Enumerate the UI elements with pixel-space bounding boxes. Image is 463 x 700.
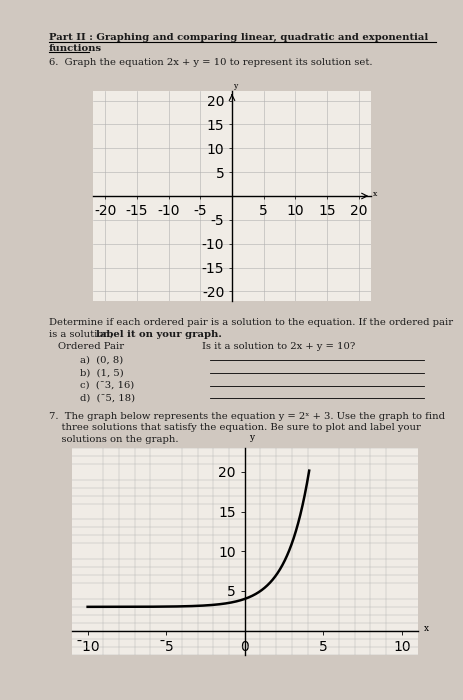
Text: three solutions that satisfy the equation. Be sure to plot and label your: three solutions that satisfy the equatio… [49,424,420,432]
Text: x: x [372,190,376,197]
Text: Is it a solution to 2x + y = 10?: Is it a solution to 2x + y = 10? [201,342,354,351]
Text: functions: functions [49,44,102,53]
Text: a)  (0, 8): a) (0, 8) [80,356,123,365]
Text: Part II : Graphing and comparing linear, quadratic and exponential: Part II : Graphing and comparing linear,… [49,33,427,42]
Text: Determine if each ordered pair is a solution to the equation. If the ordered pai: Determine if each ordered pair is a solu… [49,318,452,328]
Text: y: y [249,433,254,442]
Text: Ordered Pair: Ordered Pair [58,342,124,351]
Text: 7.  The graph below represents the equation y = 2ˣ + 3. Use the graph to find: 7. The graph below represents the equati… [49,412,444,421]
Text: 6.  Graph the equation 2x + y = 10 to represent its solution set.: 6. Graph the equation 2x + y = 10 to rep… [49,58,372,67]
Text: solutions on the graph.: solutions on the graph. [49,435,178,444]
Text: c)  (¯3, 16): c) (¯3, 16) [80,381,134,390]
Text: y: y [232,82,237,90]
Text: b)  (1, 5): b) (1, 5) [80,368,123,377]
Text: is a solution,: is a solution, [49,330,116,339]
Text: x: x [423,624,428,633]
Text: d)  (¯5, 18): d) (¯5, 18) [80,393,134,402]
Text: label it on your graph.: label it on your graph. [96,330,222,339]
